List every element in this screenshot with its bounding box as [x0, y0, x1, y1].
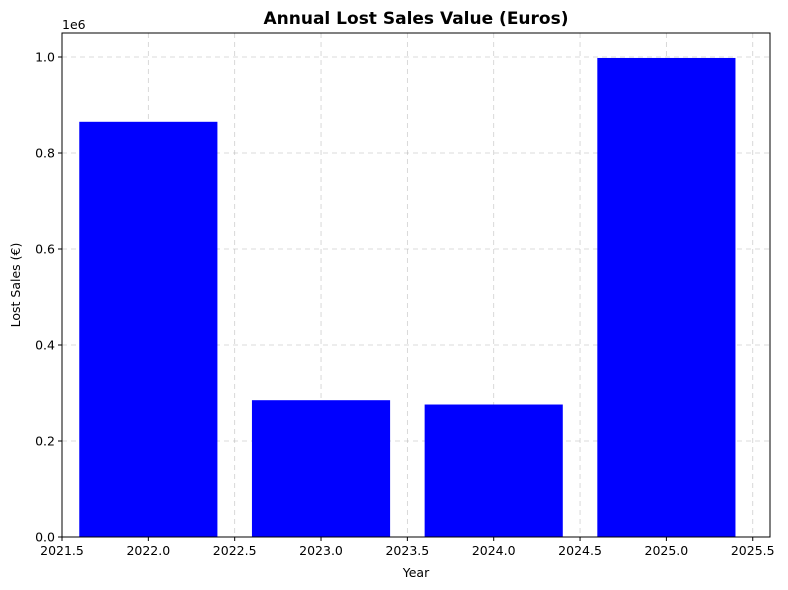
y-tick-label: 0.2: [35, 434, 55, 449]
y-tick-label: 0.4: [35, 338, 55, 353]
x-tick-label: 2025.5: [731, 543, 775, 558]
plot-frame: [61, 32, 771, 538]
bar-2024: [424, 404, 563, 537]
y-tick-label: 0.8: [35, 146, 55, 161]
chart-title: Annual Lost Sales Value (Euros): [264, 9, 569, 29]
x-tick-label: 2025.0: [645, 543, 689, 558]
x-tick-label: 2023.0: [299, 543, 343, 558]
x-tick-label: 2022.0: [126, 543, 170, 558]
bars: [79, 57, 736, 538]
x-tick-label: 2024.5: [558, 543, 602, 558]
x-axis-label: Year: [402, 565, 430, 580]
x-tick-label: 2022.5: [213, 543, 257, 558]
x-tick-label: 2021.5: [40, 543, 84, 558]
y-axis-label: Lost Sales (€): [8, 243, 23, 328]
bar-2022: [79, 121, 218, 538]
axes: 2021.5 2022.0 2022.5 2023.0 2023.5 2024.0 2024…: [35, 32, 775, 558]
x-tick-label: 2023.5: [385, 543, 429, 558]
x-tick-label: 2024.0: [472, 543, 516, 558]
y-tick-label: 1.0: [35, 50, 55, 65]
bar-2025: [597, 57, 736, 538]
y-offset-label: 1e6: [62, 17, 86, 32]
y-tick-label: 0.6: [35, 242, 55, 257]
y-tick-label: 0.0: [35, 530, 55, 545]
bar-2023: [251, 400, 391, 537]
